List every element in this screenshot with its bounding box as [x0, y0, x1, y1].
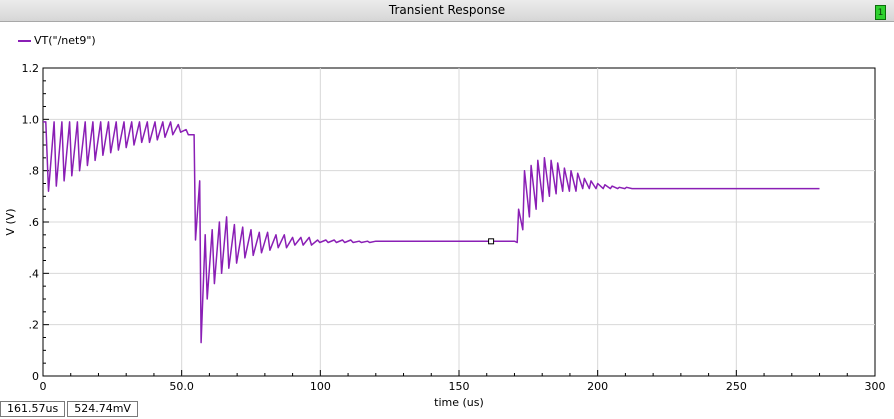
- y-tick-label: .8: [29, 165, 40, 178]
- y-tick-label: .6: [29, 216, 40, 229]
- window-title: Transient Response: [388, 3, 506, 17]
- y-tick-label: 1.0: [22, 113, 40, 126]
- y-axis-label: V (V): [4, 208, 17, 235]
- cursor-x-value: 161.57us: [0, 401, 66, 417]
- series-line: [43, 121, 820, 344]
- cursor-marker: [488, 238, 495, 245]
- subwindow-number-badge[interactable]: 1: [875, 5, 886, 20]
- cursor-y-value: 524.74mV: [67, 401, 138, 417]
- y-tick-label: .4: [29, 267, 40, 280]
- legend-swatch: [18, 39, 31, 42]
- x-axis-label: time (us): [434, 396, 484, 409]
- x-tick-label: 100: [310, 380, 331, 393]
- y-tick-label: 1.2: [22, 62, 40, 75]
- window-title-bar: Transient Response 1: [0, 0, 894, 22]
- cursor-readout: 161.57us 524.74mV: [0, 401, 140, 417]
- x-tick-label: 300: [865, 380, 886, 393]
- x-tick-label: 50.0: [169, 380, 194, 393]
- y-tick-label: 0: [32, 370, 39, 383]
- x-tick-label: 0: [40, 380, 47, 393]
- x-tick-label: 150: [449, 380, 470, 393]
- legend-label: VT("/net9"): [34, 34, 96, 47]
- x-tick-label: 250: [726, 380, 747, 393]
- x-tick-label: 200: [587, 380, 608, 393]
- y-tick-label: .2: [29, 319, 40, 332]
- legend[interactable]: VT("/net9"): [18, 34, 96, 47]
